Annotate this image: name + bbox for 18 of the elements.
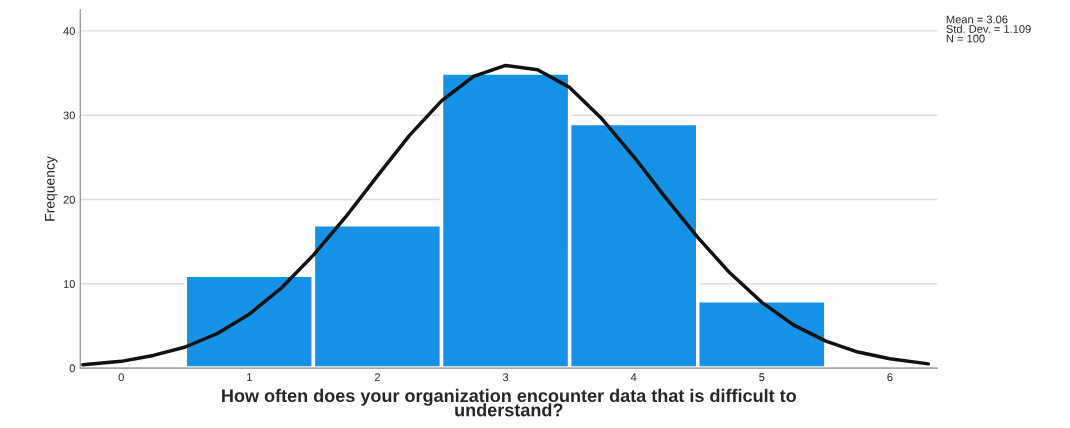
text: Std. Dev. = 1.109	[946, 24, 1031, 33]
text: Mean = 3.06	[946, 15, 1008, 24]
text: N = 100	[946, 34, 985, 43]
y-tick-label: 30	[63, 111, 75, 120]
x-tick-label: 2	[374, 373, 380, 381]
x-tick-label: 3	[502, 373, 509, 382]
line-series	[81, 63, 931, 367]
y-tick-label: 10	[63, 280, 75, 288]
y-tick-label: 40	[63, 27, 75, 36]
x-tick-label: 0	[118, 373, 124, 382]
x-axis-title: How often does your organization encounter data that is difficult to understand?	[222, 388, 796, 417]
y-tick-label: 0	[69, 364, 75, 373]
y-tick-label: 20	[63, 195, 75, 204]
x-tick-label: 1	[247, 373, 252, 381]
x-tick-label: 5	[759, 373, 765, 382]
x-tick-label: 4	[630, 373, 637, 381]
x-tick-label: 6	[887, 373, 893, 382]
y-axis-title: Frequency	[45, 156, 58, 221]
